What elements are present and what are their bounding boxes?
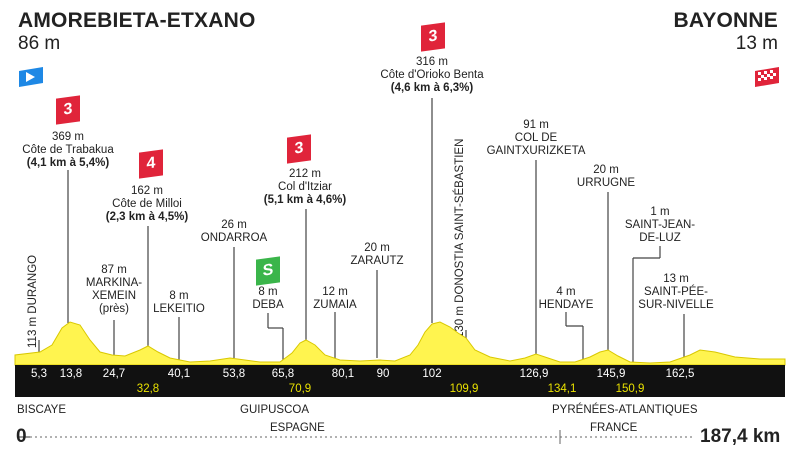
start-altitude: 86 m [18, 33, 61, 54]
climb-label-orioko-benta: 316 m Côte d'Orioko Benta (4,6 km à 6,3%) [380, 56, 484, 94]
km-marker: 145,9 [596, 368, 626, 380]
distance-total: 187,4 km [700, 426, 781, 447]
place-label-lekeitio: 8 m LEKEITIO [153, 290, 205, 315]
place-label-ondarroa: 26 m ONDARROA [200, 219, 268, 244]
place-label-hendaye: 4 m HENDAYE [538, 286, 594, 311]
place-label-zumaia: 12 m ZUMAIA [313, 286, 357, 311]
km-marker: 134,1 [547, 383, 577, 395]
region-guipuscoa: GUIPUSCOA [240, 404, 310, 416]
place-label-deba: 8 m DEBA [252, 286, 284, 311]
region-pyrenees-atlantiques: PYRÉNÉES-ATLANTIQUES [552, 404, 698, 416]
distance-start: 0 [16, 426, 27, 447]
place-label-saint-pee: 13 m SAINT-PÉE- SUR-NIVELLE [638, 273, 714, 311]
finish-altitude: 13 m [735, 33, 778, 54]
km-marker: 109,9 [449, 383, 479, 395]
km-marker: 53,8 [222, 368, 246, 380]
country-espagne: ESPAGNE [270, 422, 325, 434]
place-label-urrugne: 20 m URRUGNE [576, 164, 636, 189]
start-flag-icon [19, 67, 43, 87]
km-marker: 24,7 [102, 368, 126, 380]
km-marker: 150,9 [615, 383, 645, 395]
km-marker: 90 [376, 368, 390, 380]
km-marker: 32,8 [136, 383, 160, 395]
climb-label-trabakua: 369 m Côte de Trabakua (4,1 km à 5,4%) [22, 131, 114, 169]
km-marker: 126,9 [519, 368, 549, 380]
place-label-zarautz: 20 m ZARAUTZ [350, 242, 404, 267]
finish-city: BAYONNE [673, 9, 778, 32]
km-marker: 80,1 [331, 368, 355, 380]
km-marker: 162,5 [665, 368, 695, 380]
km-marker: 40,1 [167, 368, 191, 380]
km-marker: 13,8 [59, 368, 83, 380]
place-label-saint-jean-de-luz: 1 m SAINT-JEAN- DE-LUZ [624, 206, 696, 244]
region-biscaye: BISCAYE [17, 404, 66, 416]
km-marker: 102 [422, 368, 442, 380]
place-label-markina: 87 m MARKINA- XEMEIN (près) [85, 264, 143, 315]
start-city: AMOREBIETA-ETXANO [18, 9, 256, 32]
km-marker: 70,9 [288, 383, 312, 395]
km-marker: 5,3 [31, 368, 47, 380]
finish-flag-icon [755, 67, 779, 87]
km-marker: 65,8 [271, 368, 295, 380]
climb-label-milloi: 162 m Côte de Milloi (2,3 km à 4,5%) [105, 185, 189, 223]
country-france: FRANCE [590, 422, 638, 434]
climb-label-itziar: 212 m Col d'Itziar (5,1 km à 4,6%) [263, 168, 347, 206]
place-label-gaintxurizketa: 91 m COL DE GAINTXURIZKETA [486, 119, 586, 157]
